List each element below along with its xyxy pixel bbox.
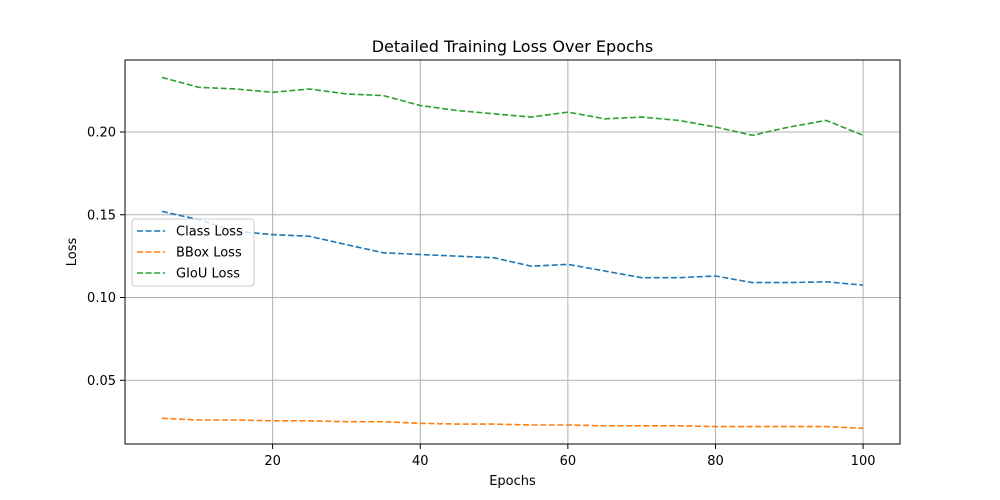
x-tick-label: 60 [560,454,577,469]
legend: Class Loss BBox Loss GIoU Loss [131,218,255,287]
x-tick-label: 80 [707,454,724,469]
series-layer [161,76,864,430]
y-axis-label: Loss [65,238,80,267]
x-tick-label: 20 [264,454,281,469]
y-tick-label: 0.10 [87,291,116,306]
legend-box [131,218,255,287]
series-line-class-loss [161,210,864,286]
legend-label-giou-loss: GIoU Loss [176,267,240,282]
y-tick-label: 0.05 [87,374,116,389]
x-axis-label: Epochs [489,474,536,489]
series-line-bbox-loss [161,417,864,430]
grid-layer [125,60,900,444]
legend-label-bbox-loss: BBox Loss [176,246,242,261]
ticks-layer: 20 40 60 80 100 0.05 0.10 0.15 0.20 [87,126,875,470]
chart-title: Detailed Training Loss Over Epochs [372,37,654,56]
y-tick-label: 0.20 [87,126,116,141]
x-tick-label: 40 [412,454,429,469]
legend-label-class-loss: Class Loss [176,225,243,240]
series-line-giou-loss [161,76,864,137]
x-tick-label: 100 [851,454,876,469]
y-tick-label: 0.15 [87,208,116,223]
plot-frame [124,59,901,445]
